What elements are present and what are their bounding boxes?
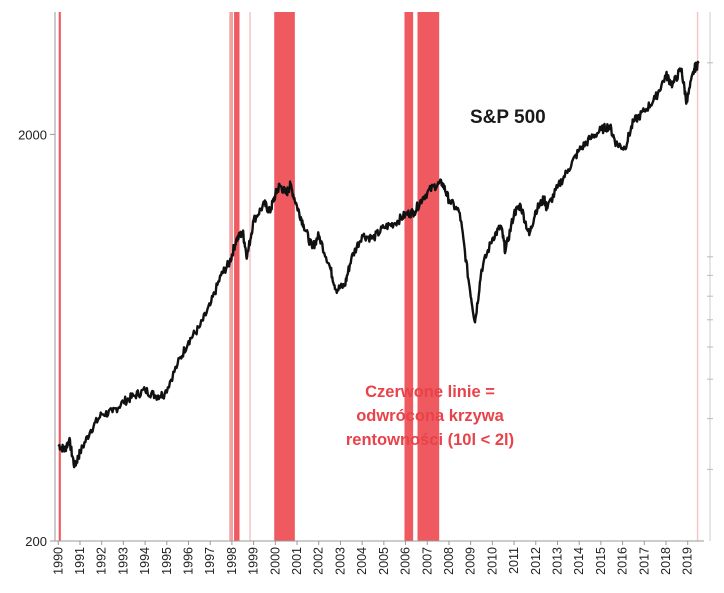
x-tick-label: 2019	[681, 547, 695, 575]
inversion-band	[234, 12, 240, 541]
x-tick-label: 1996	[181, 547, 195, 575]
axes	[54, 12, 713, 542]
sp500-line	[57, 60, 700, 469]
inversion-note: Czerwone linie = odwrócona krzywa rentowno…	[346, 383, 514, 449]
x-tick-label: 2016	[616, 547, 630, 575]
inversion-band	[404, 12, 414, 541]
x-tick-label: 2008	[442, 547, 456, 575]
inversion-band	[274, 12, 295, 541]
x-tick-label: 1999	[247, 547, 261, 575]
x-tick-label: 1995	[160, 547, 174, 575]
x-tick-label: 2006	[399, 547, 413, 575]
chart-title: S&P 500	[470, 107, 546, 128]
x-tick-label: 1993	[116, 547, 130, 575]
inversion-note-line: Czerwone linie =	[365, 383, 495, 401]
x-tick-label: 2013	[550, 547, 564, 575]
y-tick-label: 2000	[18, 127, 47, 142]
x-tick-label: 2015	[594, 547, 608, 575]
x-tick-label: 2011	[507, 547, 521, 574]
inversion-band	[58, 12, 61, 541]
x-tick-label: 2014	[572, 547, 586, 575]
inversion-band	[696, 12, 699, 541]
y-axis-ticks: 200 2000	[18, 127, 55, 549]
x-tick-label: 2017	[637, 547, 651, 575]
x-tick-label: 2004	[355, 547, 369, 575]
inversion-band	[249, 12, 251, 541]
x-tick-label: 1990	[51, 547, 65, 575]
x-tick-label: 1998	[225, 547, 239, 575]
x-tick-label: 2009	[464, 547, 478, 575]
x-tick-label: 1992	[95, 547, 109, 575]
inversion-band	[417, 12, 440, 541]
x-tick-label: 2018	[659, 547, 673, 575]
x-tick-label: 2007	[420, 547, 434, 575]
y-tick-label: 200	[25, 534, 47, 549]
x-axis-ticks: 1990 1991 1992 1993 1994 1995 1996 1997 1998 1999…	[51, 541, 695, 575]
x-tick-label: 1994	[138, 547, 152, 575]
x-tick-label: 2001	[290, 547, 304, 575]
x-tick-label: 1991	[73, 547, 87, 575]
inversion-note-line: odwrócona krzywa	[356, 407, 504, 425]
inversion-bands	[58, 12, 699, 541]
x-tick-label: 2010	[485, 547, 499, 575]
inversion-band	[229, 12, 233, 541]
x-tick-label: 2000	[268, 547, 282, 575]
x-tick-label: 2012	[529, 547, 543, 575]
inversion-note-line: rentowności (10l < 2l)	[346, 431, 514, 449]
x-tick-label: 2002	[312, 547, 326, 575]
x-tick-label: 2003	[333, 547, 347, 575]
x-tick-label: 1997	[203, 547, 217, 575]
x-tick-label: 2005	[377, 547, 391, 575]
